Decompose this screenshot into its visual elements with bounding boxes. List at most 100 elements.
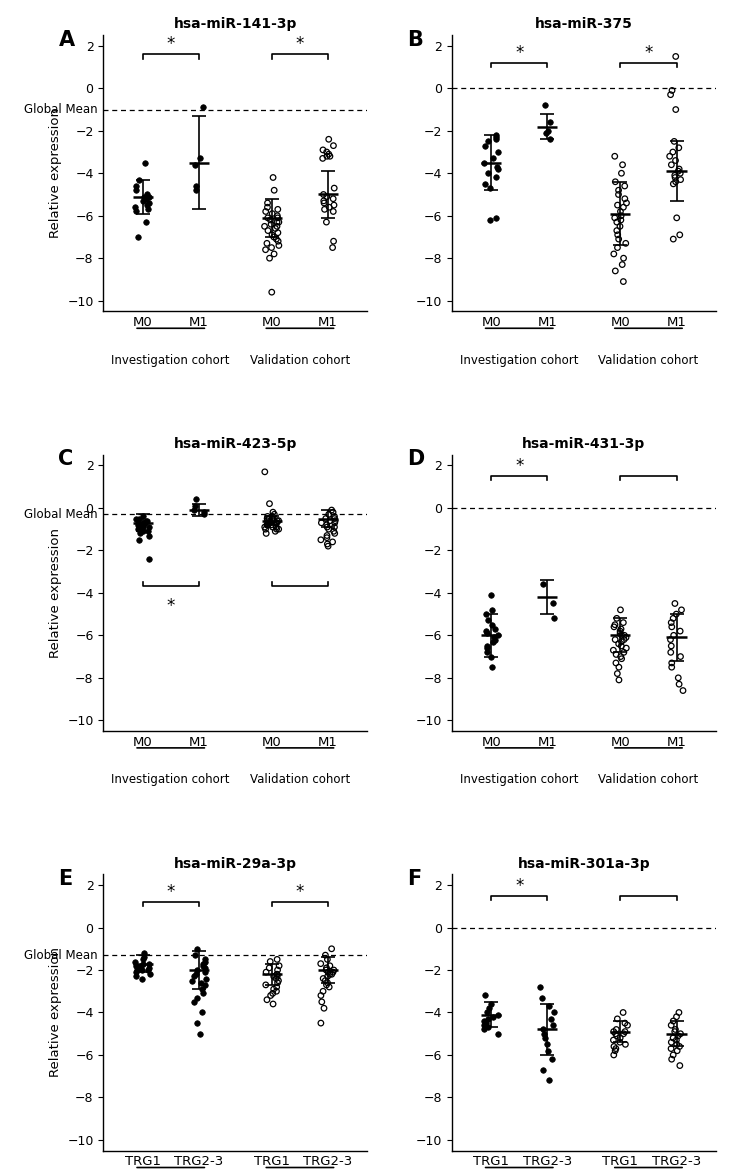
Point (321, 528, 333, 547)
Text: *: * (296, 883, 304, 900)
Point (610, 1020, 622, 1039)
Text: *: * (167, 35, 175, 53)
Point (271, 511, 283, 529)
Point (261, 963, 272, 981)
Text: *: * (515, 877, 523, 895)
Point (611, 664, 623, 683)
Point (272, 950, 283, 969)
Point (134, 170, 145, 189)
Point (261, 524, 272, 542)
Point (329, 524, 341, 542)
Point (273, 212, 285, 231)
Point (666, 654, 677, 673)
Point (619, 1035, 631, 1054)
Point (266, 225, 278, 244)
Point (323, 978, 335, 997)
Point (266, 204, 278, 223)
Point (259, 463, 271, 481)
Point (324, 147, 336, 166)
Point (321, 515, 333, 534)
Point (492, 160, 504, 178)
Point (618, 643, 630, 662)
Point (322, 950, 334, 969)
Point (273, 957, 285, 976)
Point (618, 613, 630, 632)
Point (614, 217, 626, 236)
Point (481, 623, 493, 642)
Point (268, 980, 280, 999)
Point (329, 511, 341, 529)
Point (671, 1007, 683, 1026)
Point (324, 511, 336, 529)
Point (139, 944, 151, 963)
Point (323, 144, 334, 163)
Point (545, 130, 556, 149)
Point (260, 520, 272, 539)
Point (270, 513, 282, 532)
Point (322, 973, 334, 992)
Point (322, 967, 334, 986)
Point (492, 1005, 503, 1024)
Point (671, 1031, 683, 1050)
Point (317, 969, 329, 987)
Point (320, 510, 331, 528)
Point (614, 1033, 626, 1052)
Point (137, 954, 149, 973)
Point (267, 994, 279, 1013)
Point (199, 963, 211, 981)
Point (665, 630, 677, 649)
Point (665, 1039, 677, 1058)
Point (490, 130, 502, 149)
Point (269, 505, 280, 524)
Point (272, 971, 284, 990)
Point (615, 164, 627, 183)
Point (261, 991, 273, 1010)
Y-axis label: Relative expression: Relative expression (49, 108, 62, 238)
Point (138, 187, 150, 205)
Point (534, 978, 546, 997)
Point (491, 128, 503, 147)
Point (132, 228, 144, 247)
Point (320, 971, 331, 990)
Point (142, 960, 154, 979)
Point (271, 965, 283, 984)
Point (318, 194, 330, 212)
Point (489, 630, 501, 649)
Point (616, 255, 628, 274)
Point (483, 1018, 494, 1037)
Point (490, 209, 502, 228)
Point (131, 960, 143, 979)
Point (137, 518, 149, 537)
Point (317, 185, 329, 204)
Point (315, 1013, 327, 1032)
Point (608, 1023, 620, 1041)
Point (261, 511, 273, 529)
Point (273, 236, 285, 255)
Point (190, 176, 202, 195)
Point (667, 142, 679, 161)
Point (547, 594, 559, 613)
Point (139, 154, 151, 173)
Point (620, 234, 632, 252)
Point (612, 196, 624, 215)
Point (483, 612, 494, 630)
Point (615, 647, 627, 666)
Point (482, 131, 494, 150)
Point (324, 957, 336, 976)
Point (195, 973, 207, 992)
Point (613, 657, 625, 676)
Point (261, 515, 273, 534)
Point (272, 960, 283, 979)
Point (610, 654, 622, 673)
Text: *: * (644, 43, 652, 62)
Point (540, 123, 552, 142)
Point (188, 967, 200, 986)
Point (265, 515, 277, 534)
Point (268, 228, 280, 247)
Point (619, 189, 631, 208)
Point (674, 1057, 686, 1075)
Point (672, 162, 684, 181)
Title: hsa-miR-29a-3p: hsa-miR-29a-3p (174, 857, 297, 870)
Point (492, 626, 503, 645)
Text: Validation cohort: Validation cohort (599, 353, 699, 366)
